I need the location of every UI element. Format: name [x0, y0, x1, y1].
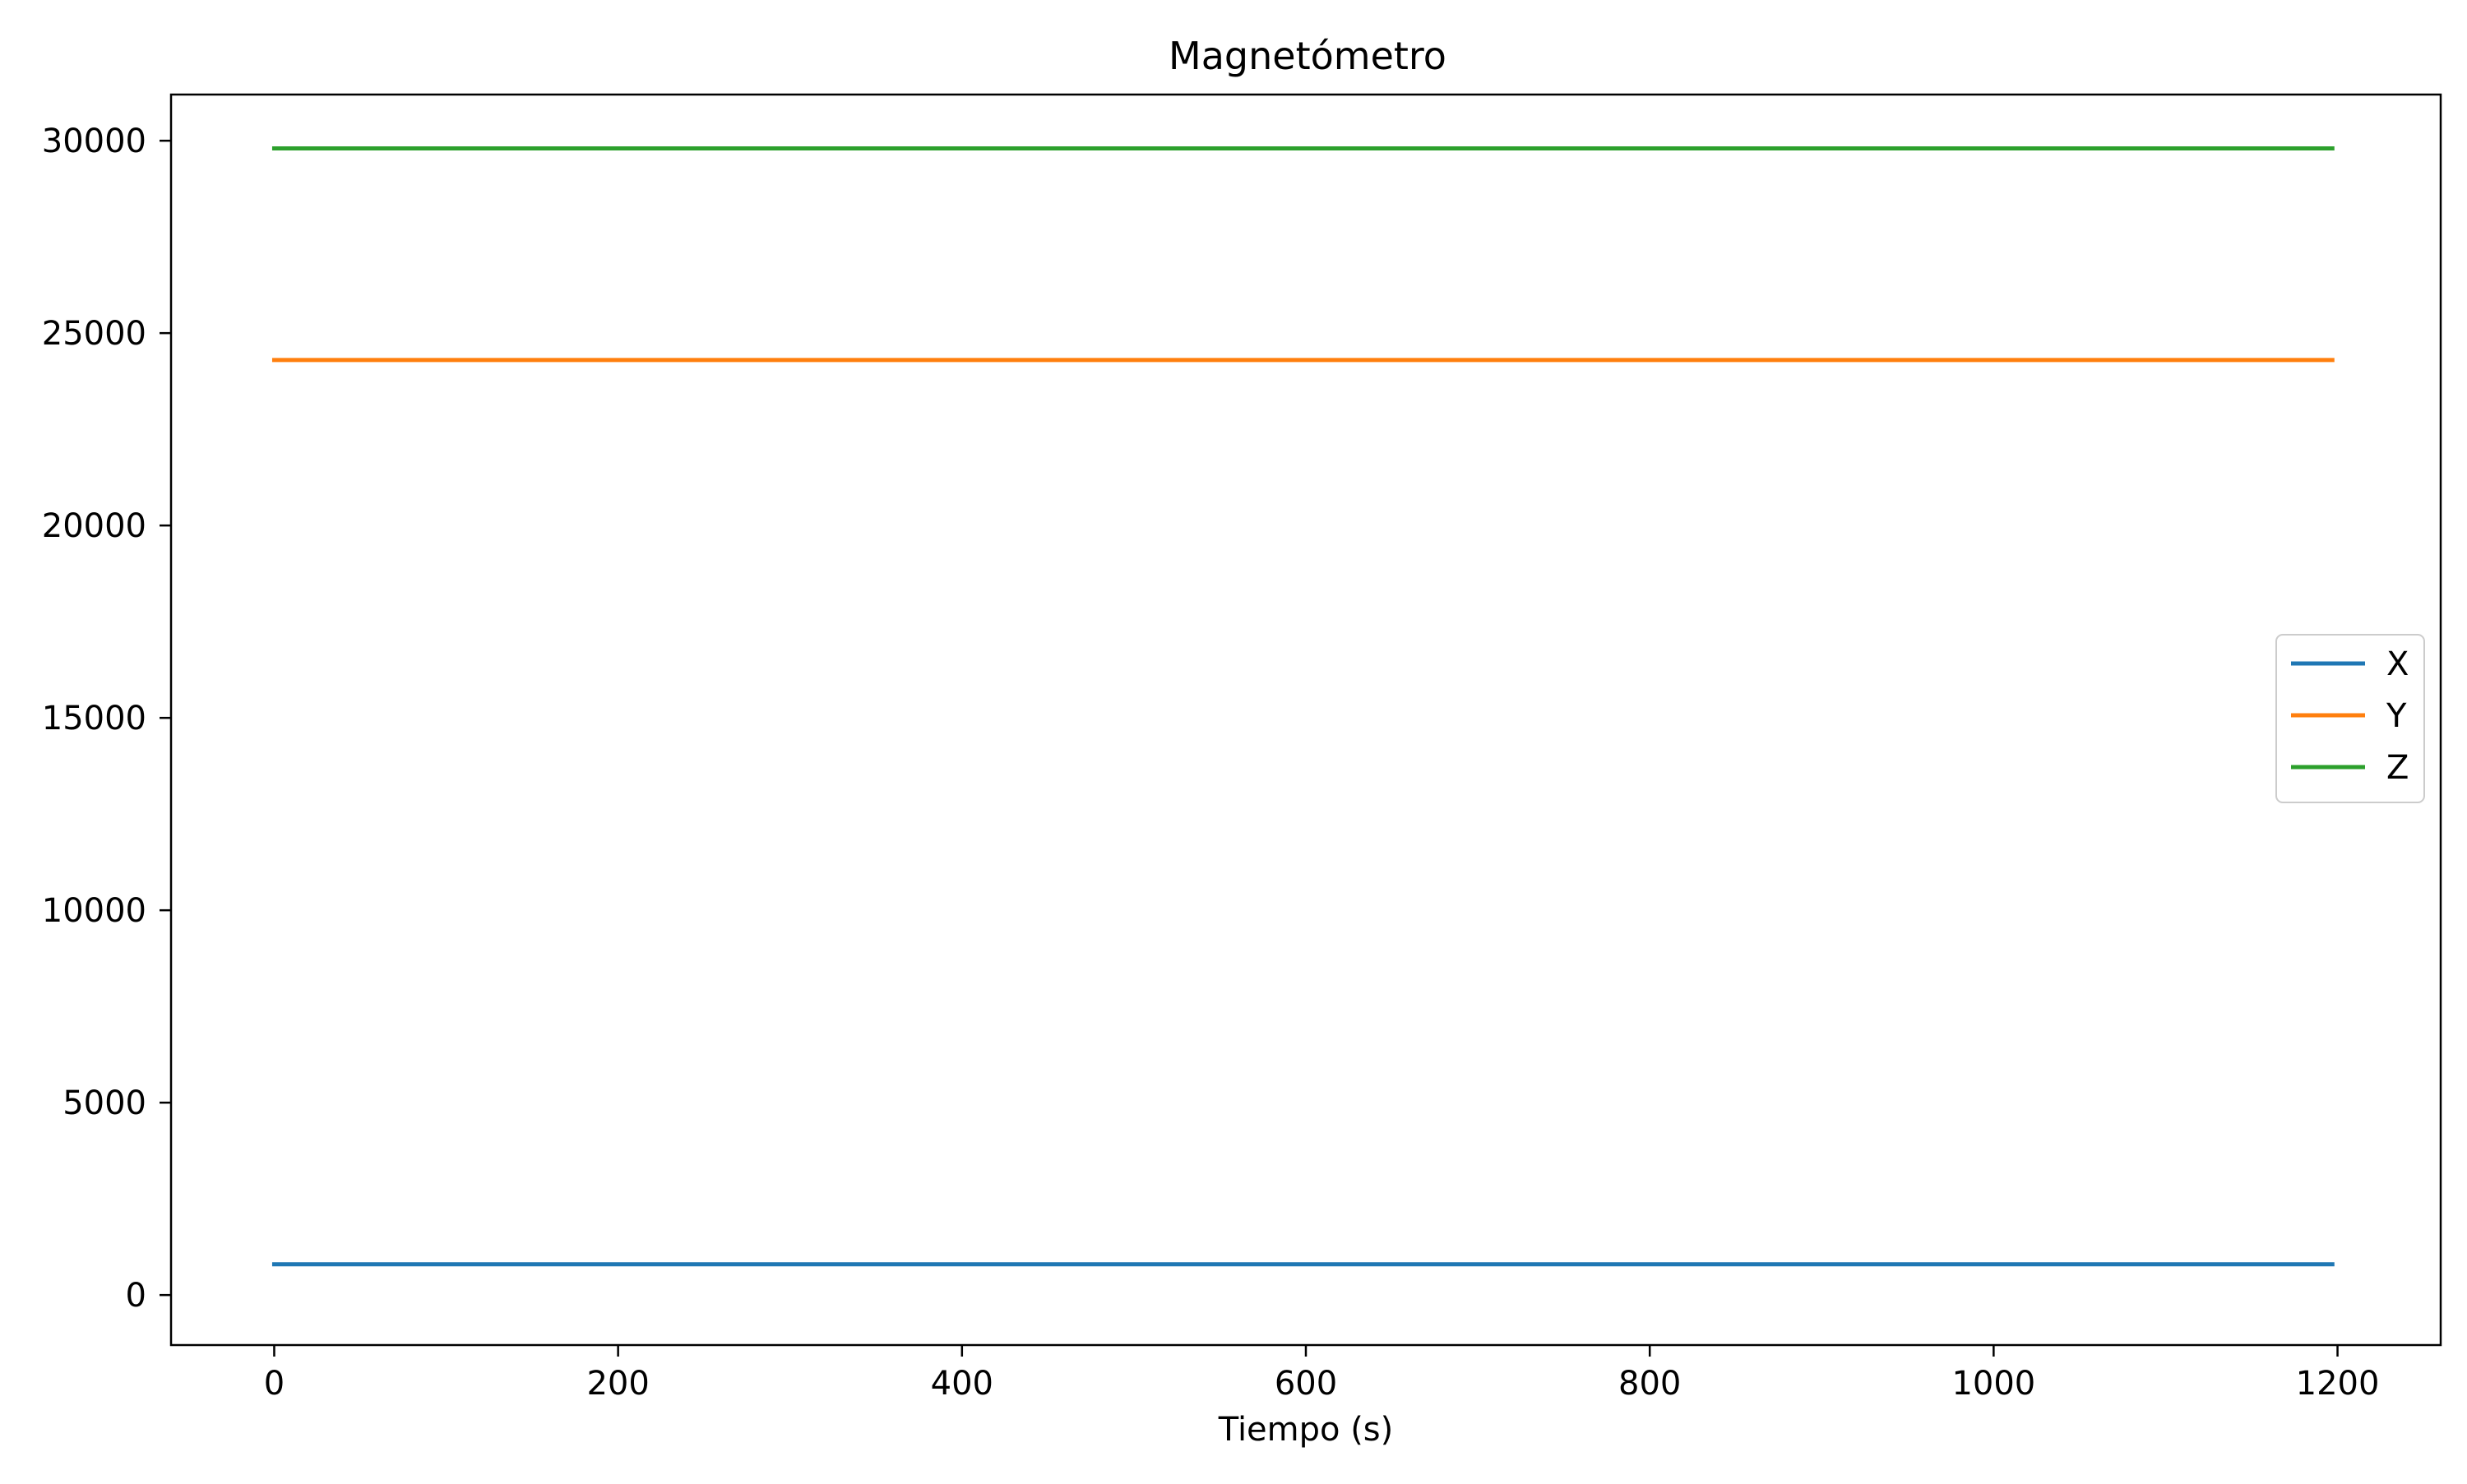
legend-label: Y	[2386, 697, 2407, 735]
y-tick-label: 20000	[42, 507, 146, 545]
x-tick-label: 1200	[2296, 1365, 2380, 1403]
x-tick-label: 0	[264, 1365, 285, 1403]
x-tick-label: 800	[1618, 1365, 1681, 1403]
legend-label: X	[2386, 645, 2409, 683]
y-tick-label: 25000	[42, 315, 146, 353]
y-tick-label: 0	[126, 1277, 146, 1315]
x-tick-label: 1000	[1951, 1365, 2035, 1403]
x-tick-label: 200	[586, 1365, 649, 1403]
legend: XYZ	[2275, 634, 2425, 803]
x-tick-label: 600	[1275, 1365, 1337, 1403]
x-tick-label: 400	[931, 1365, 993, 1403]
y-tick-label: 10000	[42, 892, 146, 930]
y-tick-label: 30000	[42, 123, 146, 160]
plot-area-frame	[169, 93, 2442, 1347]
x-axis-ticks: 0 200 400 600 800 1000 1200	[264, 1345, 2380, 1403]
legend-box	[2275, 634, 2425, 803]
chart-title: Magnetómetro	[1169, 34, 1446, 78]
y-tick-label: 5000	[62, 1084, 146, 1122]
y-tick-label: 15000	[42, 700, 146, 737]
y-axis-ticks: 0 5000 10000 15000 20000 25000 30000	[42, 123, 171, 1315]
series-layer	[271, 146, 2335, 1267]
x-axis-label: Tiempo (s)	[1218, 1411, 1394, 1449]
legend-label: Z	[2386, 749, 2409, 787]
